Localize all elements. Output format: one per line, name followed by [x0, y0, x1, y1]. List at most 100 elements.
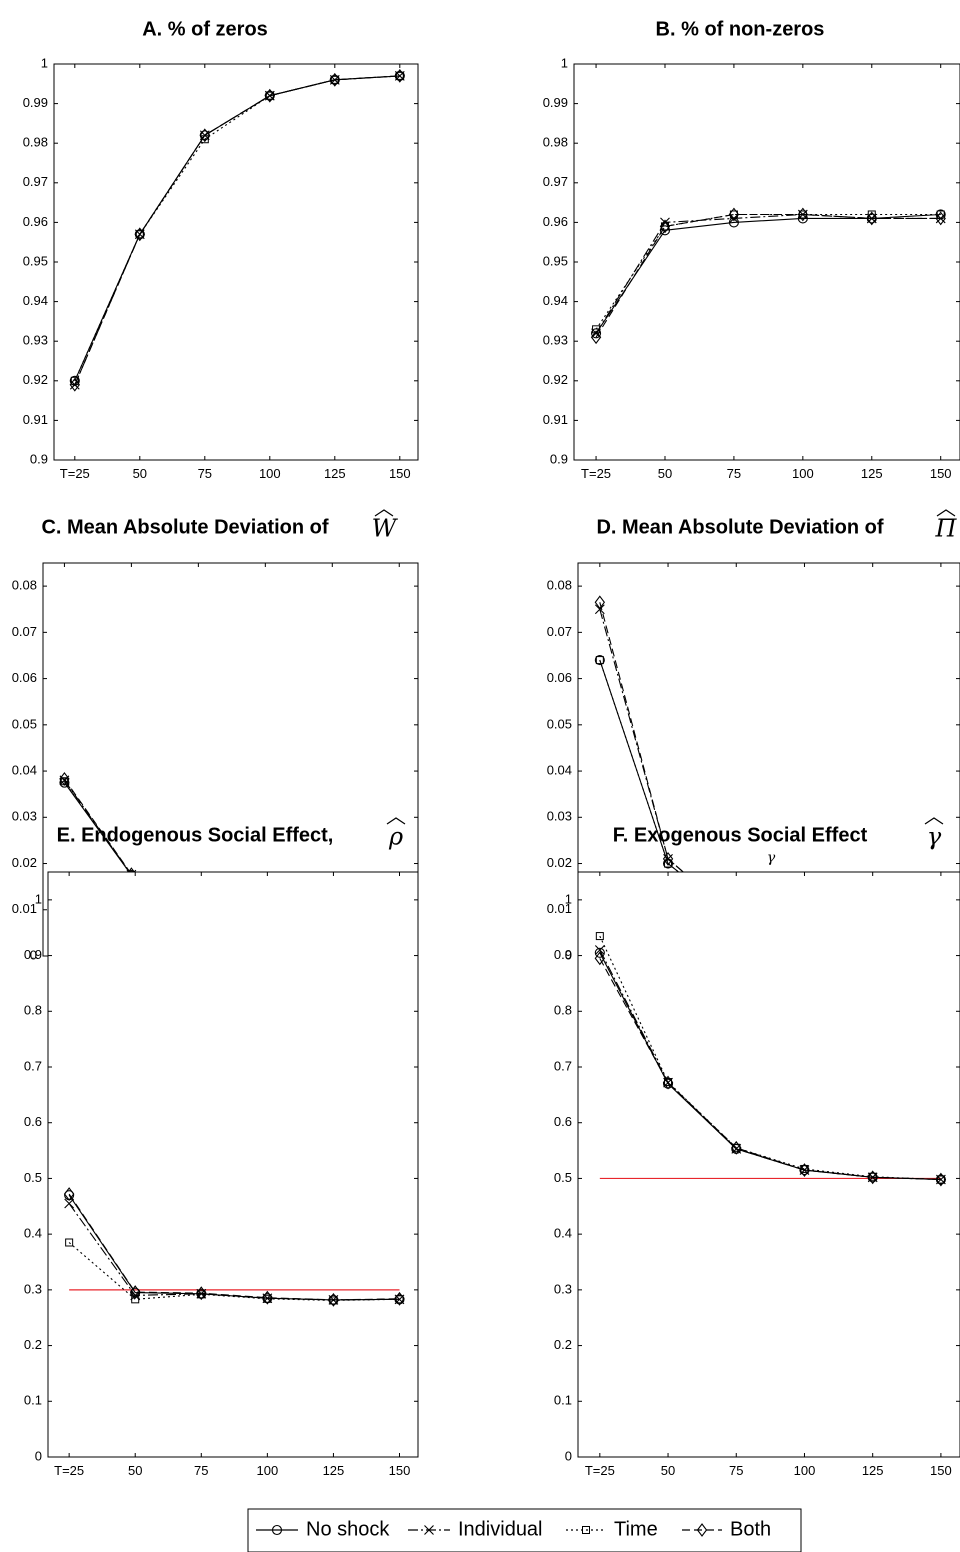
panel-d-series-time-point	[664, 859, 673, 868]
panel-f-series-both-line	[599, 958, 941, 1181]
panel-b-series-both	[590, 207, 946, 345]
panel-d-ytick-label: 0.05	[547, 716, 572, 731]
panel-b-series-both-point	[866, 211, 877, 226]
panel-c-ytick-label: 0.03	[12, 809, 37, 824]
legend-item-no-shock: No shock	[256, 1518, 390, 1540]
panel-b-xtick-label: 75	[727, 466, 741, 481]
panel-c-ytick-label: 0.07	[12, 624, 37, 639]
panel-a-series-time-point	[135, 230, 144, 239]
panel-a-axes-box	[53, 63, 419, 461]
panel-a-ytick-label: 0.98	[23, 135, 48, 150]
panel-c-title: C. Mean Absolute Deviation of	[41, 516, 328, 538]
panel-a-title: A. % of zeros	[142, 18, 268, 40]
panel-b-ytick-label: 0.94	[543, 293, 568, 308]
panel-b-ytick-label: 0.98	[543, 135, 568, 150]
panel-a-xtick-label: 75	[198, 466, 212, 481]
panel-f-ytick-label: 0.1	[554, 1393, 572, 1408]
panel-e-ytick-label: 0.3	[24, 1281, 42, 1296]
panel-c-ytick-label: 0.05	[12, 716, 37, 731]
panel-f: F. Exogenous Social Effect γ 0 0.1 0.2 0.3 0.4…	[554, 817, 960, 1478]
panel-e-series-both-point	[196, 1286, 207, 1301]
panel-b-ytick-label: 0.91	[543, 412, 568, 427]
panel-f-series-both-point	[662, 1075, 674, 1090]
panel-d-series-both-point	[662, 851, 674, 866]
panel-a-series-both	[69, 68, 405, 392]
panel-b-series-time	[592, 210, 945, 334]
panel-e-title-symbol: ρ	[388, 823, 403, 851]
panel-f-hat-accent	[924, 817, 944, 825]
panel-c-ytick-label: 0.02	[12, 855, 37, 870]
panel-f-series-both-point	[594, 951, 606, 966]
panel-a-series-time-point	[330, 75, 339, 84]
panel-e-series-both	[63, 1187, 405, 1307]
panel-a-ytick-label: 0.94	[23, 293, 48, 308]
panel-a-series-time-point	[265, 91, 274, 100]
panel-b-ytick-label: 0.95	[543, 253, 568, 268]
panel-b-series-both-line	[595, 213, 941, 338]
panel-e-axes-box	[47, 871, 419, 1458]
panel-f-ytick-label: 0.7	[554, 1058, 572, 1073]
panel-c-ytick-label: 0.06	[12, 670, 37, 685]
panel-e-xtick-label: 75	[194, 1463, 208, 1478]
panel-e-xtick-label: 125	[323, 1463, 345, 1478]
panel-b-xtick-label: 125	[861, 466, 883, 481]
panel-f-series-both	[594, 951, 947, 1187]
panel-b-series-time-point	[936, 210, 945, 219]
panel-e-ytick-label: 0	[35, 1448, 42, 1463]
panel-d-series-both-point	[594, 595, 606, 610]
panel-c-ytick-label: 0	[30, 947, 37, 962]
panel-e-series-both-point	[63, 1187, 75, 1201]
panel-b: B. % of non-zeros 0.9 0.91 0.92 0.93 0.94 0.95…	[543, 18, 960, 481]
panel-e-series-both-point	[130, 1285, 141, 1300]
panel-f-xtick-label: 75	[729, 1463, 743, 1478]
panel-f-ytick-label: 0.5	[554, 1170, 572, 1185]
panel-d-ytick-label: 0.08	[547, 578, 572, 593]
panel-d-title-symbol: Π	[935, 515, 958, 543]
panel-a-series-both-point	[394, 68, 405, 83]
panel-e-ytick-label: 0.4	[24, 1226, 42, 1241]
panel-c-ytick-label: 0.08	[12, 578, 37, 593]
panel-b-ytick-label: 0.97	[543, 174, 568, 189]
panel-f-series-time-point	[595, 932, 604, 941]
panel-a-ytick-label: 0.95	[23, 253, 48, 268]
panel-e-ytick-label: 0.6	[24, 1114, 42, 1129]
legend-item-individual-label: Individual	[458, 1518, 543, 1540]
panel-e-xtick-label: T=25	[54, 1463, 84, 1478]
panel-f-ytick-label: 0.2	[554, 1337, 572, 1352]
panel-b-ytick-label: 0.96	[543, 214, 568, 229]
panel-f-series-both-point	[935, 1172, 947, 1187]
panel-d-ytick-label: 0.01	[547, 901, 572, 916]
panel-f-series-both-point	[731, 1140, 742, 1155]
panel-f-ytick-label: 0.9	[554, 947, 572, 962]
panel-e-ytick-label: 0.2	[24, 1337, 42, 1352]
panel-f-xtick-label: 150	[930, 1463, 952, 1478]
panel-b-series-no-shock-line	[595, 213, 941, 334]
panel-d-hat-accent	[936, 509, 956, 517]
panel-b-series-both-point	[590, 330, 602, 345]
panel-b-series-time-point	[729, 210, 738, 219]
panel-e-hat-accent	[386, 817, 406, 825]
panel-e-ytick-label: 0.1	[24, 1393, 42, 1408]
legend-item-no-shock-marker	[271, 1524, 283, 1536]
panel-a-series-both-point	[264, 88, 275, 103]
panel-e-series-both-point	[262, 1290, 273, 1305]
panel-f-ytick-label: 1	[565, 891, 572, 906]
panel-e-ytick-label: 0.9	[24, 947, 42, 962]
panel-a: A. % of zeros 0.9 0.91 0.92 0.93 0.94 0.95 0.96…	[23, 18, 419, 481]
panel-d-series-no-shock-point	[594, 655, 605, 666]
panel-a-ytick-label: 0.99	[23, 95, 48, 110]
panel-e-ytick-label: 0.5	[24, 1170, 42, 1185]
panel-b-xtick-label: T=25	[581, 466, 611, 481]
legend-item-both: Both	[682, 1518, 771, 1540]
panel-f-ytick-label: 0.8	[554, 1003, 572, 1018]
panel-a-series-both-point	[199, 128, 210, 143]
panel-a-xtick-label: 100	[259, 466, 281, 481]
panel-b-ytick-label: 0.92	[543, 372, 568, 387]
panel-c-title-symbol: W	[372, 515, 399, 543]
panel-d-ytick-label: 0.03	[547, 809, 572, 824]
panel-a-xtick-label: 150	[389, 466, 411, 481]
panel-b-xtick-label: 100	[792, 466, 814, 481]
panel-d-series-individual-point	[594, 604, 605, 615]
panel-c-ytick-label: 0.01	[12, 901, 37, 916]
legend: No shock Individual Time Both	[247, 1508, 802, 1552]
